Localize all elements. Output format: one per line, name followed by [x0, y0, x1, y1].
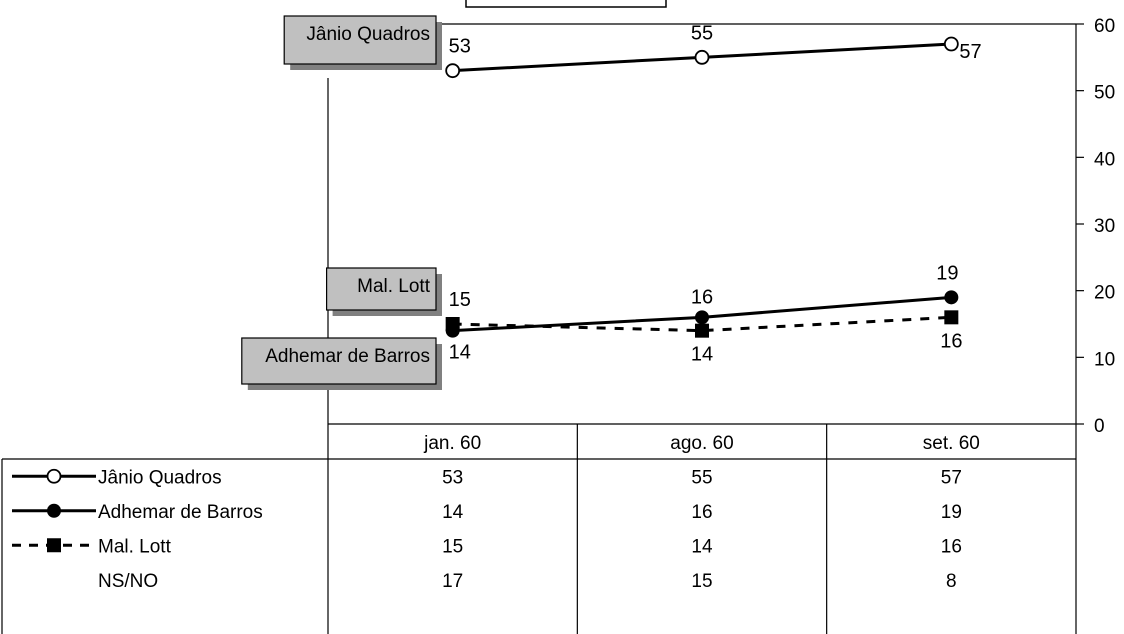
table-cell-3-0: 17	[442, 571, 463, 592]
legend-marker-2	[47, 538, 61, 553]
table-cell-0-1: 55	[691, 467, 712, 488]
table-cell-0-2: 57	[941, 467, 962, 488]
data-label-1-2: 19	[936, 262, 958, 284]
y-tick-label-60: 60	[1094, 16, 1115, 37]
point-1-0	[445, 323, 460, 338]
point-0-2	[943, 36, 959, 52]
table-cell-2-2: 16	[941, 536, 962, 557]
point-0-1	[694, 49, 710, 65]
callout-box-2	[241, 337, 437, 385]
data-label-0-0: 53	[449, 36, 471, 58]
top-frame-box	[465, 0, 667, 8]
series-line-2	[452, 315, 952, 333]
data-label-2-0: 15	[449, 289, 471, 311]
callout-label-1: Mal. Lott	[357, 276, 431, 297]
row-label-1: Adhemar de Barros	[98, 502, 263, 523]
table-cell-3-2: 8	[946, 571, 957, 592]
row-label-0: Jânio Quadros	[98, 467, 222, 488]
row-label-3: NS/NO	[98, 571, 158, 592]
table-cell-3-1: 15	[691, 571, 712, 592]
table-cell-0-0: 53	[442, 467, 463, 488]
data-label-0-2: 57	[959, 41, 981, 63]
category-label-1: ago. 60	[670, 433, 733, 454]
callout-box-1	[326, 267, 437, 311]
point-2-2	[944, 310, 959, 325]
callout-box-0	[283, 15, 437, 65]
data-label-2-2: 16	[940, 330, 962, 352]
point-0-0	[445, 63, 461, 79]
point-2-1	[695, 323, 709, 338]
category-label-0: jan. 60	[423, 433, 481, 454]
row-label-2: Mal. Lott	[98, 536, 172, 557]
table-cell-2-0: 15	[442, 536, 463, 557]
y-tick-label-0: 0	[1094, 416, 1105, 437]
table-cell-1-1: 16	[691, 502, 712, 523]
point-1-2	[944, 290, 959, 305]
y-tick-label-10: 10	[1094, 349, 1115, 370]
legend-marker-1	[47, 503, 61, 518]
y-tick-label-30: 30	[1094, 216, 1115, 237]
y-tick-label-40: 40	[1094, 149, 1115, 170]
data-label-1-1: 16	[691, 286, 713, 308]
data-label-0-1: 55	[691, 22, 713, 44]
callout-label-0: Jânio Quadros	[306, 24, 430, 45]
legend-marker-0	[46, 468, 62, 484]
table-cell-2-1: 14	[691, 536, 713, 557]
table-cell-1-2: 19	[941, 502, 962, 523]
point-1-1	[695, 310, 709, 325]
table-cell-1-0: 14	[442, 502, 464, 523]
y-tick-label-50: 50	[1094, 83, 1115, 104]
data-label-2-1: 14	[691, 344, 713, 366]
y-tick-label-20: 20	[1094, 283, 1115, 304]
callout-label-2: Adhemar de Barros	[265, 346, 430, 367]
data-label-1-0: 14	[449, 342, 471, 364]
category-label-2: set. 60	[923, 433, 980, 454]
